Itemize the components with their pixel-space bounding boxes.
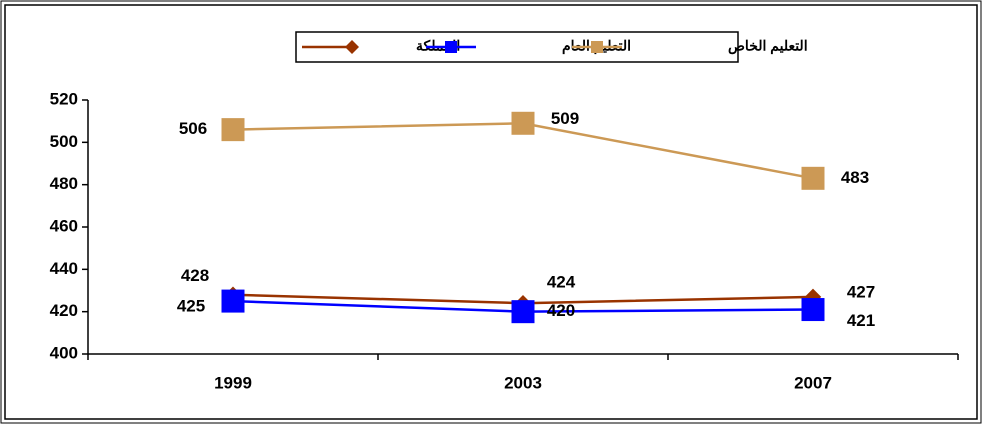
data-label: 425 bbox=[177, 297, 205, 316]
y-tick-label: 440 bbox=[50, 259, 78, 278]
point-marker bbox=[511, 111, 535, 135]
point-marker bbox=[221, 289, 245, 313]
y-tick-label: 420 bbox=[50, 301, 78, 320]
data-label: 509 bbox=[551, 109, 579, 128]
data-label: 420 bbox=[547, 301, 575, 320]
x-tick-label: 1999 bbox=[214, 373, 252, 392]
data-label: 427 bbox=[847, 282, 875, 301]
y-tick-label: 500 bbox=[50, 132, 78, 151]
data-label: 424 bbox=[547, 273, 576, 292]
data-label: 506 bbox=[179, 119, 207, 138]
legend-marker bbox=[591, 41, 603, 53]
y-tick-label: 480 bbox=[50, 174, 78, 193]
legend-label: التعليم الخاص bbox=[728, 38, 808, 55]
inner-frame bbox=[4, 4, 978, 420]
data-label: 421 bbox=[847, 311, 875, 330]
x-tick-label: 2007 bbox=[794, 373, 832, 392]
point-marker bbox=[801, 298, 825, 322]
legend-marker bbox=[345, 40, 359, 54]
point-marker bbox=[801, 166, 825, 190]
legend-marker bbox=[445, 41, 457, 53]
y-tick-label: 400 bbox=[50, 343, 78, 362]
point-marker bbox=[221, 118, 245, 142]
data-label: 483 bbox=[841, 168, 869, 187]
legend-box bbox=[295, 31, 739, 63]
y-tick-label: 520 bbox=[50, 89, 78, 108]
x-tick-label: 2003 bbox=[504, 373, 542, 392]
data-label: 428 bbox=[181, 266, 209, 285]
point-marker bbox=[511, 300, 535, 324]
y-tick-label: 460 bbox=[50, 216, 78, 235]
